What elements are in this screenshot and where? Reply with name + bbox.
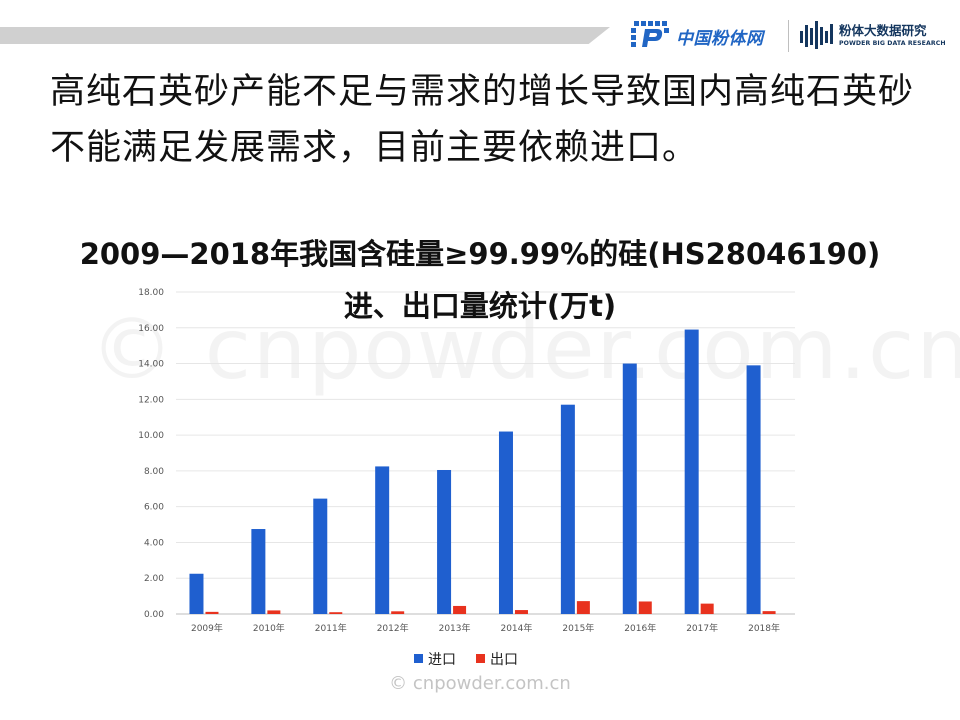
bar-export-5: [514, 610, 528, 614]
x-tick-label: 2013年: [439, 622, 471, 634]
watermark-small: © cnpowder.com.cn: [389, 673, 571, 694]
bar-export-3: [391, 611, 405, 614]
x-tick-label: 2015年: [562, 622, 594, 634]
legend-export-label: 出口: [490, 652, 518, 668]
bar-export-0: [205, 611, 219, 614]
bar-import-9: [746, 365, 761, 614]
bar-import-7: [622, 363, 637, 614]
chart-title-line-2: 进、出口量统计(万t): [343, 289, 617, 323]
bar-import-4: [437, 469, 452, 614]
chart-title: 2009—2018年我国含硅量≥99.99%的硅(HS28046190) 进、出…: [0, 228, 960, 332]
y-tick-label: 12.00: [138, 395, 164, 405]
body-paragraph: 高纯石英砂产能不足与需求的增长导致国内高纯石英砂不能满足发展需求，目前主要依赖进…: [50, 72, 915, 168]
y-tick-label: 14.00: [138, 360, 164, 370]
y-tick-label: 2.00: [144, 574, 164, 584]
y-tick-label: 8.00: [144, 467, 164, 477]
header-bar: [0, 27, 610, 44]
x-tick-label: 2014年: [500, 622, 532, 634]
y-tick-label: 18.00: [138, 288, 164, 298]
cnpowder-logo[interactable]: 中国粉体网: [628, 16, 764, 56]
legend-export-swatch: [476, 654, 485, 663]
bar-import-0: [189, 573, 204, 614]
x-tick-label: 2010年: [253, 622, 285, 634]
x-tick-label: 2018年: [748, 622, 780, 634]
bar-import-8: [684, 329, 699, 614]
y-tick-label: 10.00: [138, 431, 164, 441]
bar-export-6: [576, 601, 590, 614]
y-tick-label: 16.00: [138, 324, 164, 334]
bar-import-1: [251, 529, 266, 614]
bar-import-3: [375, 466, 390, 614]
bar-code-logo-icon: [800, 21, 833, 49]
bar-export-4: [453, 605, 467, 614]
bar-export-8: [700, 603, 714, 614]
y-tick-label: 0.00: [144, 610, 164, 620]
x-tick-label: 2009年: [191, 622, 223, 634]
cnpowder-logo-icon: [631, 21, 669, 47]
legend-import-label: 进口: [428, 652, 456, 668]
bar-export-9: [762, 611, 776, 614]
chart-title-line-1: 2009—2018年我国含硅量≥99.99%的硅(HS28046190): [79, 237, 881, 271]
y-tick-label: 4.00: [144, 538, 164, 548]
legend-import-swatch: [414, 654, 423, 663]
y-tick-label: 6.00: [144, 503, 164, 513]
powder-big-data-logo[interactable]: 粉体大数据研究 POWDER BIG DATA RESEARCH: [799, 16, 946, 56]
bar-export-2: [329, 612, 343, 614]
logo2-en-text: POWDER BIG DATA RESEARCH: [839, 39, 946, 47]
bar-export-1: [267, 610, 281, 614]
x-tick-label: 2011年: [315, 622, 347, 634]
bar-import-5: [498, 431, 513, 614]
cnpowder-logo-text: 中国粉体网: [676, 28, 764, 49]
bar-export-7: [638, 601, 652, 614]
x-tick-label: 2012年: [377, 622, 409, 634]
bar-import-6: [560, 404, 575, 614]
logo2-cn-text: 粉体大数据研究: [839, 23, 927, 39]
x-tick-label: 2016年: [624, 622, 656, 634]
logo-divider: [788, 20, 789, 52]
bar-import-2: [313, 498, 328, 614]
x-tick-label: 2017年: [686, 622, 718, 634]
